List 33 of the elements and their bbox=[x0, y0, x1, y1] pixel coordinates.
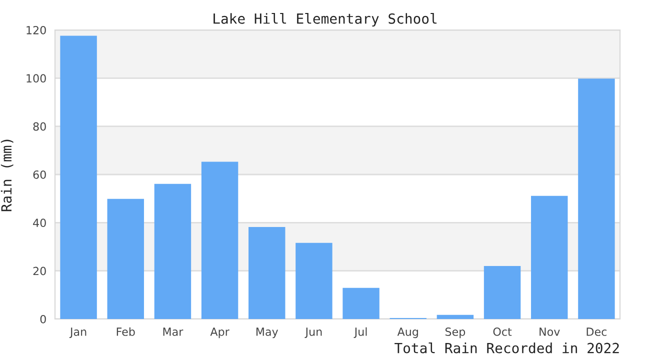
bar bbox=[436, 314, 474, 319]
x-tick-label: Jul bbox=[354, 327, 367, 338]
x-tick-label: Dec bbox=[586, 328, 607, 336]
bar bbox=[154, 184, 192, 319]
y-tick-label: 20 bbox=[33, 266, 46, 276]
x-tick-label: May bbox=[256, 328, 278, 338]
bar bbox=[578, 78, 615, 319]
x-tick-label: Aug bbox=[397, 328, 418, 338]
x-tick-label: Nov bbox=[540, 328, 560, 336]
x-tick-label: Jan bbox=[69, 328, 86, 338]
bar bbox=[60, 36, 97, 319]
x-tick-label: Apr bbox=[210, 328, 230, 338]
x-tick-label: Jun bbox=[304, 328, 322, 338]
y-axis-title: Rain (mm) bbox=[0, 140, 14, 212]
y-tick-label: 120 bbox=[26, 26, 46, 34]
y-tick-label: 40 bbox=[33, 218, 46, 228]
y-tick-label: 0 bbox=[40, 314, 46, 324]
x-tick-label: Feb bbox=[116, 327, 135, 336]
y-tick-label: 80 bbox=[33, 122, 46, 131]
x-tick-label: Oct bbox=[493, 328, 512, 336]
x-tick-label: Sep bbox=[445, 328, 466, 338]
bar bbox=[107, 198, 144, 319]
y-tick-label: 60 bbox=[33, 170, 46, 179]
bar bbox=[484, 266, 521, 319]
text: Total Rain Recorded in 2022 bbox=[394, 342, 619, 354]
chart-title: Lake Hill Elementary School bbox=[214, 13, 437, 27]
x-tick-label: Mar bbox=[163, 328, 184, 336]
bar bbox=[248, 227, 286, 319]
y-tick-label: 100 bbox=[26, 74, 46, 83]
bar bbox=[531, 196, 568, 319]
bar bbox=[296, 242, 332, 319]
bar bbox=[201, 162, 238, 319]
bar bbox=[342, 288, 380, 319]
